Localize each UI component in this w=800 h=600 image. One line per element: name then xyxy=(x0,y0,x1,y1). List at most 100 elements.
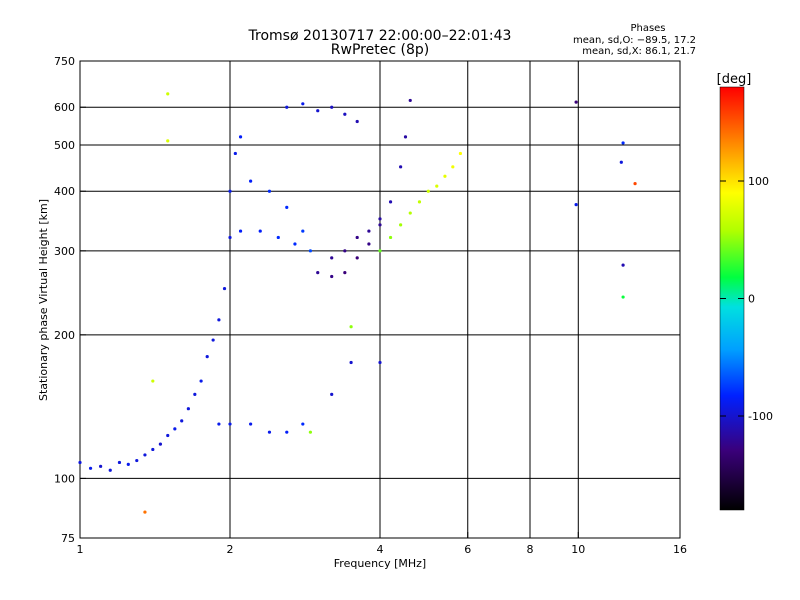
data-point xyxy=(633,181,637,186)
data-point xyxy=(301,102,305,106)
data-point xyxy=(308,249,313,253)
axes: 1 2 4 6 8 10 16 75 100 200 300 400 500 600 750 xyxy=(54,55,687,556)
data-point xyxy=(621,295,625,299)
x-tick-label: 16 xyxy=(673,543,687,556)
data-point xyxy=(276,235,280,240)
data-point xyxy=(173,427,177,431)
data-point xyxy=(238,229,243,233)
data-point xyxy=(378,249,382,253)
data-point xyxy=(151,379,155,383)
data-point xyxy=(349,360,353,365)
data-point xyxy=(349,325,353,329)
data-point xyxy=(166,139,170,143)
y-axis-label: Stationary phase Virtual Height [km] xyxy=(37,199,50,401)
data-points xyxy=(78,92,637,514)
data-point xyxy=(621,141,625,145)
data-point xyxy=(388,235,393,240)
data-point xyxy=(217,422,221,426)
data-point xyxy=(186,407,190,411)
colorbar-unit: [deg] xyxy=(717,72,752,87)
data-point xyxy=(330,274,334,279)
gridlines xyxy=(80,61,680,538)
data-point xyxy=(135,458,139,463)
data-point xyxy=(378,223,382,227)
data-point xyxy=(143,453,147,457)
data-point xyxy=(222,286,227,291)
data-point xyxy=(417,200,422,204)
data-point xyxy=(408,211,412,215)
data-point xyxy=(211,338,215,342)
colorbar-tick-label: 100 xyxy=(748,175,769,188)
chart-subtitle: RwPretec (8p) xyxy=(331,42,429,58)
data-point xyxy=(205,355,209,359)
data-point xyxy=(574,202,578,207)
data-point xyxy=(228,189,232,193)
data-point xyxy=(403,135,408,139)
x-tick-label: 8 xyxy=(527,543,534,556)
data-point xyxy=(451,165,455,169)
data-point xyxy=(126,462,130,466)
data-point xyxy=(619,160,623,164)
data-point xyxy=(378,360,382,365)
data-point xyxy=(193,392,197,397)
data-point xyxy=(574,100,578,104)
data-point xyxy=(355,235,359,240)
data-point xyxy=(166,433,170,438)
colorbar-ticks: 100 0 -100 xyxy=(720,175,773,423)
y-tick-label: 500 xyxy=(54,139,75,152)
data-point xyxy=(285,430,289,434)
data-point xyxy=(108,468,112,472)
data-point xyxy=(316,109,320,113)
data-point xyxy=(388,200,393,204)
x-tick-label: 2 xyxy=(227,543,234,556)
data-point xyxy=(621,263,625,267)
data-point xyxy=(117,460,122,465)
data-point xyxy=(343,249,347,253)
data-point xyxy=(330,105,334,109)
data-point xyxy=(443,174,447,178)
y-tick-label: 750 xyxy=(54,55,75,68)
data-point xyxy=(180,419,184,423)
data-point xyxy=(285,205,289,209)
stats-line-x: mean, sd,X: 86.1, 21.7 xyxy=(582,46,696,57)
data-point xyxy=(143,510,147,514)
data-point xyxy=(426,189,430,193)
data-point xyxy=(343,271,347,275)
data-point xyxy=(399,165,403,169)
data-point xyxy=(151,447,155,452)
data-point xyxy=(293,242,297,246)
y-tick-label: 300 xyxy=(54,245,75,258)
colorbar: [deg] 100 0 -100 xyxy=(717,72,773,511)
data-point xyxy=(258,229,262,233)
data-point xyxy=(249,179,253,183)
data-point xyxy=(238,135,243,139)
y-tick-label: 100 xyxy=(54,472,75,485)
data-point xyxy=(166,92,170,96)
data-point xyxy=(228,422,232,426)
data-point xyxy=(367,242,371,246)
x-tick-label: 1 xyxy=(77,543,84,556)
plot-area: 1 2 4 6 8 10 16 75 100 200 300 400 500 600 750 xyxy=(54,55,687,556)
y-tick-label: 400 xyxy=(54,185,75,198)
data-point xyxy=(435,184,439,188)
chart-title: Tromsø 20130717 22:00:00–22:01:43 xyxy=(248,28,512,44)
y-tick-label: 600 xyxy=(54,101,75,114)
data-point xyxy=(343,112,347,116)
data-point xyxy=(378,217,382,221)
data-point xyxy=(355,256,359,260)
y-tick-label: 75 xyxy=(61,532,75,545)
data-point xyxy=(267,189,272,193)
data-point xyxy=(267,430,272,434)
data-point xyxy=(301,422,305,426)
data-point xyxy=(228,235,232,240)
data-point xyxy=(308,430,313,434)
data-point xyxy=(316,271,320,275)
x-tick-label: 6 xyxy=(464,543,471,556)
data-point xyxy=(158,442,163,446)
data-point xyxy=(233,151,237,156)
data-point xyxy=(217,318,221,322)
data-point xyxy=(408,98,412,103)
data-point xyxy=(99,464,103,468)
x-tick-label: 10 xyxy=(571,543,585,556)
